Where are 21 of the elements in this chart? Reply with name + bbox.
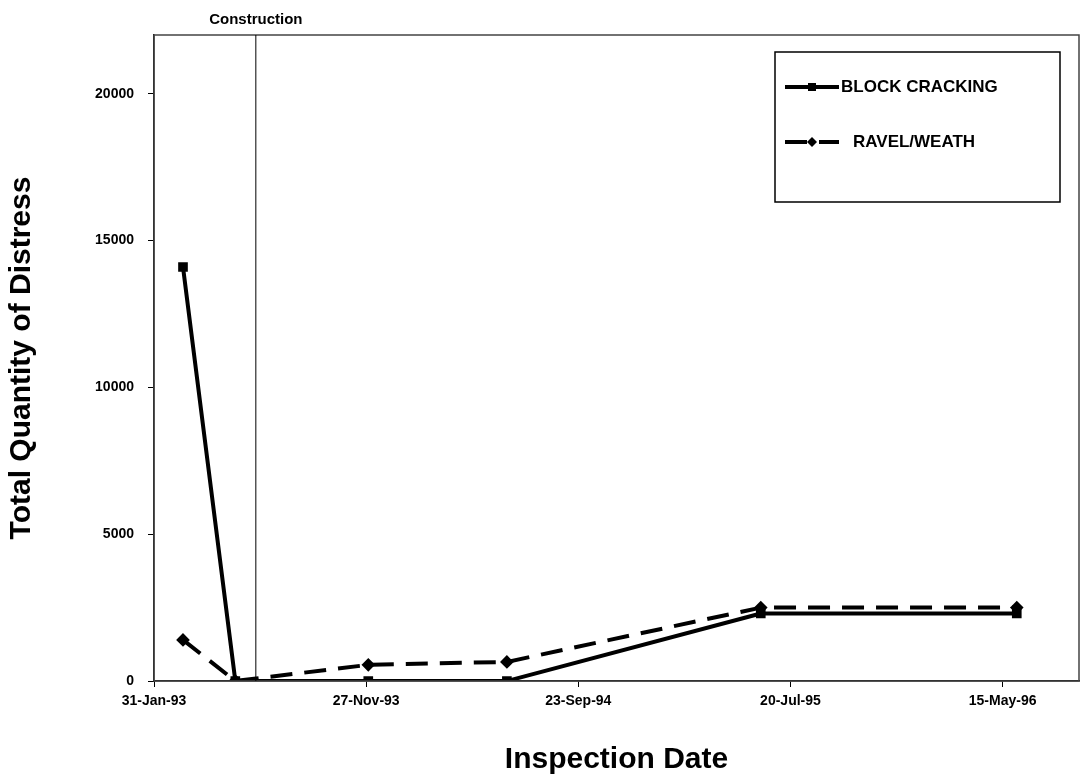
x-tick-label: 27-Nov-93 bbox=[332, 692, 400, 709]
y-tick-label: 15000 bbox=[95, 231, 135, 248]
x-tick-label: 15-May-96 bbox=[968, 692, 1037, 709]
legend-label: BLOCK CRACKING bbox=[841, 76, 998, 96]
point bbox=[755, 608, 766, 619]
x-axis-title: Inspection Date bbox=[504, 741, 729, 775]
y-tick-label: 20000 bbox=[95, 84, 135, 101]
point bbox=[500, 655, 513, 668]
x-tick-label: 31-Jan-93 bbox=[121, 692, 187, 709]
y-tick-label: 0 bbox=[126, 671, 135, 688]
point bbox=[362, 658, 375, 671]
legend-label: RAVEL/WEATH bbox=[853, 131, 976, 151]
point bbox=[177, 633, 189, 646]
y-tick-label: 10000 bbox=[95, 378, 135, 395]
x-tick-label: 23-Sep-94 bbox=[545, 692, 612, 709]
y-tick-label: 5000 bbox=[102, 525, 135, 542]
x-tick-label: 20-Jul-95 bbox=[760, 692, 822, 709]
y-axis-title: Total Quantity of Distress bbox=[3, 176, 37, 540]
point bbox=[1011, 608, 1022, 619]
ref-line-label: Construction bbox=[209, 9, 303, 27]
point bbox=[178, 262, 188, 272]
